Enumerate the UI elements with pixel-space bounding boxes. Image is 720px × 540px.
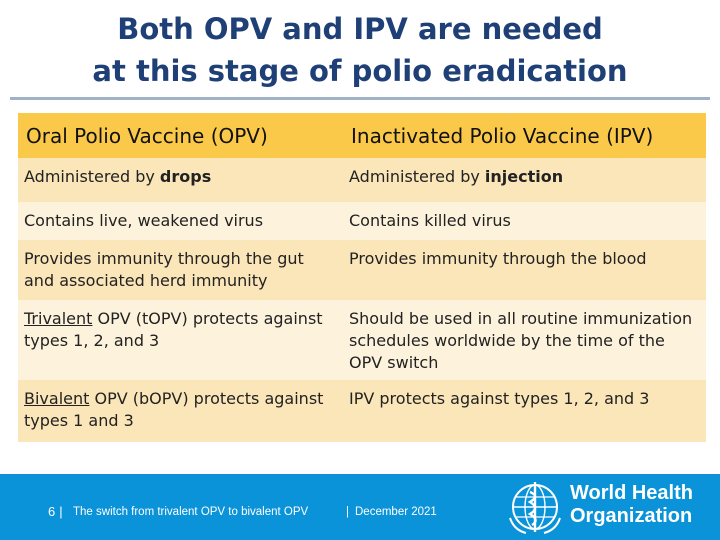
who-emblem-icon [509, 482, 561, 534]
comparison-table: Oral Polio Vaccine (OPV) Inactivated Pol… [18, 113, 706, 442]
table-row: Contains live, weakened virus Contains k… [18, 202, 706, 240]
footer-bar: 6 | The switch from trivalent OPV to biva… [0, 474, 720, 540]
header-ipv: Inactivated Polio Vaccine (IPV) [343, 113, 706, 158]
cell-opv-administration: Administered by drops [18, 158, 343, 202]
footer-text: The switch from trivalent OPV to bivalen… [73, 506, 309, 518]
table-row: Bivalent OPV (bOPV) protects against typ… [18, 380, 706, 442]
cell-opv-bivalent: Bivalent OPV (bOPV) protects against typ… [18, 380, 343, 442]
cell-ipv-immunity: Provides immunity through the blood [343, 240, 706, 300]
cell-ipv-types: IPV protects against types 1, 2, and 3 [343, 380, 706, 442]
cell-opv-trivalent: Trivalent OPV (tOPV) protects against ty… [18, 300, 343, 380]
page-number: 6 | [48, 504, 63, 519]
cell-ipv-schedule: Should be used in all routine immunizati… [343, 300, 706, 380]
table-row: Administered by drops Administered by in… [18, 158, 706, 202]
title-line-2: at this stage of polio eradication [92, 54, 628, 88]
cell-ipv-virus: Contains killed virus [343, 202, 706, 240]
who-wordmark: World Health Organization [570, 482, 693, 527]
table-header-row: Oral Polio Vaccine (OPV) Inactivated Pol… [18, 113, 706, 158]
page-title: Both OPV and IPV are needed at this stag… [0, 8, 720, 92]
table-row: Provides immunity through the gut and as… [18, 240, 706, 300]
title-divider [10, 97, 710, 100]
cell-ipv-administration: Administered by injection [343, 158, 706, 202]
title-line-1: Both OPV and IPV are needed [117, 12, 603, 46]
table-row: Trivalent OPV (tOPV) protects against ty… [18, 300, 706, 380]
cell-opv-virus: Contains live, weakened virus [18, 202, 343, 240]
cell-opv-immunity: Provides immunity through the gut and as… [18, 240, 343, 300]
footer-date: | December 2021 [346, 506, 437, 518]
header-opv: Oral Polio Vaccine (OPV) [18, 113, 343, 158]
